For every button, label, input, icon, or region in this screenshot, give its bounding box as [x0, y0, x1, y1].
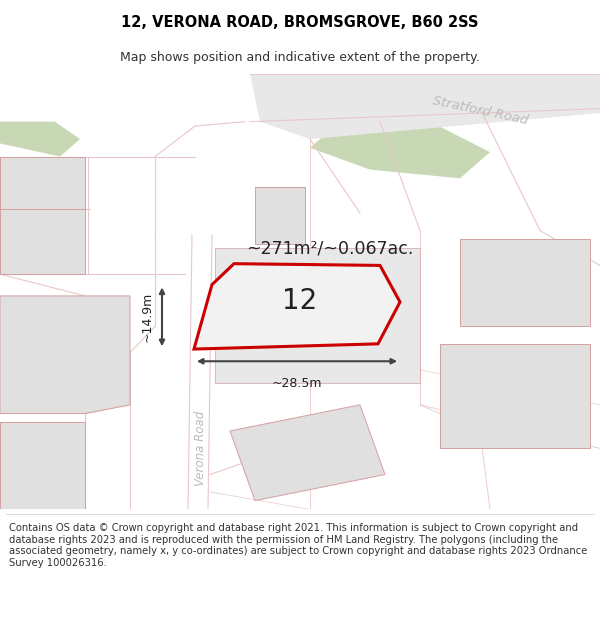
Polygon shape: [440, 344, 590, 448]
Polygon shape: [255, 187, 305, 244]
Text: ~28.5m: ~28.5m: [272, 377, 322, 390]
Polygon shape: [194, 264, 400, 349]
Text: ~271m²/~0.067ac.: ~271m²/~0.067ac.: [247, 239, 413, 257]
Text: 12, VERONA ROAD, BROMSGROVE, B60 2SS: 12, VERONA ROAD, BROMSGROVE, B60 2SS: [121, 14, 479, 29]
Polygon shape: [0, 422, 85, 509]
Polygon shape: [215, 248, 420, 383]
Polygon shape: [460, 239, 590, 326]
Polygon shape: [310, 122, 490, 178]
Polygon shape: [0, 156, 85, 209]
Text: Stratford Road: Stratford Road: [431, 94, 529, 127]
Polygon shape: [250, 74, 600, 139]
Text: 12: 12: [282, 288, 317, 316]
Text: Map shows position and indicative extent of the property.: Map shows position and indicative extent…: [120, 51, 480, 64]
Text: Verona Road: Verona Road: [193, 411, 206, 486]
Polygon shape: [0, 296, 130, 414]
Polygon shape: [0, 122, 80, 156]
Polygon shape: [230, 405, 385, 501]
Text: ~14.9m: ~14.9m: [141, 292, 154, 342]
Text: Contains OS data © Crown copyright and database right 2021. This information is : Contains OS data © Crown copyright and d…: [9, 523, 587, 568]
Polygon shape: [0, 209, 85, 274]
